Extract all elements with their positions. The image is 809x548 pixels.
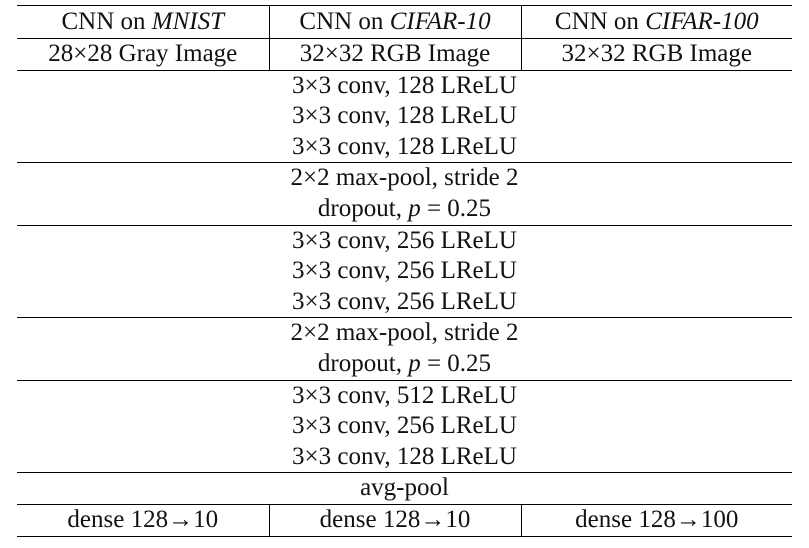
- dataset-name-cifar10: CIFAR-10: [389, 8, 491, 35]
- layer-label: 2×2 max-pool, stride 2: [290, 164, 519, 192]
- output-row: dense 128→10 dense 128→10 dense 128→100: [17, 504, 792, 537]
- block2-row1: 3×3 conv, 256 LReLU: [17, 225, 792, 256]
- output-mnist: dense 128→10: [17, 504, 270, 537]
- header-mnist: CNN on MNIST: [17, 5, 270, 39]
- pool1-dropout-row: dropout, p = 0.25: [17, 193, 792, 226]
- block3-row1: 3×3 conv, 512 LReLU: [17, 380, 792, 411]
- output-cifar100: dense 128→100: [521, 504, 792, 537]
- layer-label: 3×3 conv, 128 LReLU: [292, 71, 517, 99]
- block1-row2: 3×3 conv, 128 LReLU: [17, 101, 792, 132]
- output-cifar10: dense 128→10: [269, 504, 522, 537]
- dataset-name-mnist: MNIST: [151, 8, 225, 35]
- block3-row2: 3×3 conv, 256 LReLU: [17, 411, 792, 442]
- dropout-label: dropout, p = 0.25: [17, 193, 792, 226]
- layer-label: 3×3 conv, 128 LReLU: [17, 441, 792, 474]
- header-cifar100: CNN on CIFAR-100: [521, 5, 792, 39]
- pool2-row1: 2×2 max-pool, stride 2: [17, 318, 792, 349]
- architecture-table-container: CNN on MNIST CNN on CIFAR-10 CNN on CIFA…: [17, 5, 792, 537]
- header-cifar10: CNN on CIFAR-10: [269, 5, 522, 39]
- layer-label: 3×3 conv, 128 LReLU: [17, 131, 792, 164]
- layer-label: 3×3 conv, 256 LReLU: [17, 286, 792, 319]
- layer-label: 3×3 conv, 512 LReLU: [292, 381, 517, 409]
- block1-row3: 3×3 conv, 128 LReLU: [17, 131, 792, 164]
- layer-label: 2×2 max-pool, stride 2: [290, 319, 519, 347]
- cnn-architecture-table: CNN on MNIST CNN on CIFAR-10 CNN on CIFA…: [17, 5, 792, 537]
- input-mnist: 28×28 Gray Image: [17, 38, 270, 71]
- block2-row3: 3×3 conv, 256 LReLU: [17, 286, 792, 319]
- pool1-row1: 2×2 max-pool, stride 2: [17, 163, 792, 194]
- dropout-label: dropout, p = 0.25: [17, 348, 792, 381]
- layer-label: 3×3 conv, 256 LReLU: [292, 257, 517, 285]
- block2-row2: 3×3 conv, 256 LReLU: [17, 256, 792, 287]
- layer-label: avg-pool: [17, 472, 792, 505]
- layer-label: 3×3 conv, 256 LReLU: [292, 226, 517, 254]
- input-cifar10: 32×32 RGB Image: [269, 38, 522, 71]
- block3-row3: 3×3 conv, 128 LReLU: [17, 441, 792, 474]
- layer-label: 3×3 conv, 128 LReLU: [292, 102, 517, 130]
- input-cifar100: 32×32 RGB Image: [521, 38, 792, 71]
- header-row: CNN on MNIST CNN on CIFAR-10 CNN on CIFA…: [17, 5, 792, 39]
- avgpool-row: avg-pool: [17, 472, 792, 505]
- layer-label: 3×3 conv, 256 LReLU: [292, 412, 517, 440]
- block1-row1: 3×3 conv, 128 LReLU: [17, 70, 792, 101]
- dataset-name-cifar100: CIFAR-100: [645, 8, 759, 35]
- pool2-dropout-row: dropout, p = 0.25: [17, 348, 792, 381]
- input-row: 28×28 Gray Image 32×32 RGB Image 32×32 R…: [17, 38, 792, 71]
